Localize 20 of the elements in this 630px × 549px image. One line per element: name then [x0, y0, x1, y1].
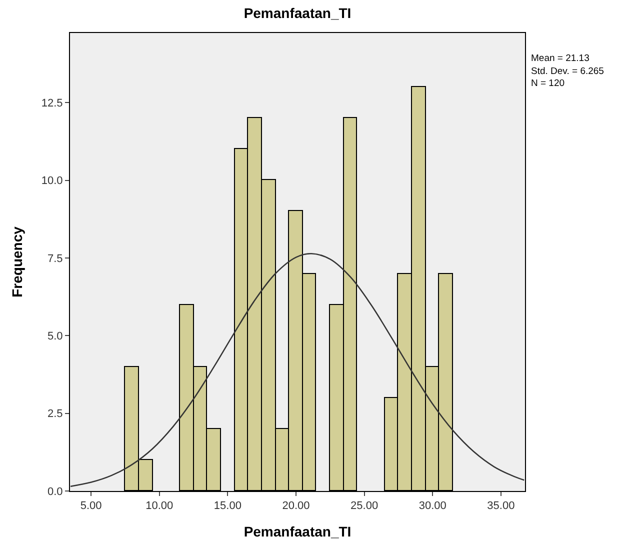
- x-tick-label: 20.00: [282, 500, 310, 512]
- x-tick-label: 10.00: [146, 500, 174, 512]
- y-tick-label: 2.5: [48, 408, 63, 420]
- text: N = 120: [531, 78, 565, 89]
- x-tick-label: 5.00: [80, 500, 102, 512]
- y-tick-label: 12.5: [41, 97, 63, 110]
- chart-title: Pemanfaatan_TI: [244, 5, 352, 22]
- x-tick-label: 15.00: [214, 500, 242, 512]
- text: Std. Dev. = 6.265: [531, 66, 604, 77]
- x-tick-label: 25.00: [350, 500, 378, 512]
- text: Mean = 21.13: [531, 53, 590, 64]
- x-tick-label: 30.00: [418, 500, 446, 512]
- y-tick-label: 10.0: [41, 175, 63, 188]
- y-axis-title: Frequency: [8, 226, 25, 298]
- line-series: [70, 252, 525, 487]
- x-axis-title: Pemanfaatan_TI: [244, 524, 352, 540]
- y-tick-label: 5.0: [48, 330, 63, 342]
- y-tick-label: 0.0: [48, 486, 63, 498]
- y-tick-label: 7.5: [48, 252, 63, 265]
- x-tick-label: 35.00: [487, 500, 515, 512]
